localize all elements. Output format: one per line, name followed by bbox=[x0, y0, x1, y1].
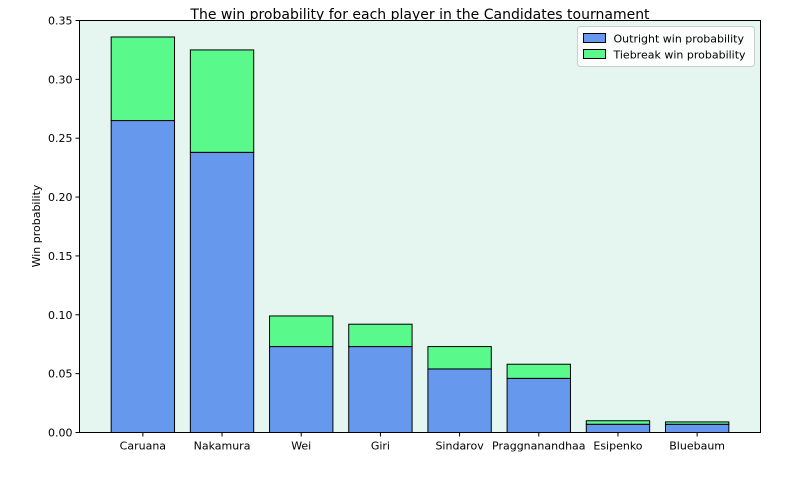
legend-box bbox=[577, 26, 755, 67]
bar-tiebreak bbox=[269, 315, 334, 348]
y-tick-label: 0.20 bbox=[48, 191, 73, 204]
bar-outright bbox=[348, 346, 413, 434]
bar-tiebreak bbox=[506, 363, 571, 379]
bar-tiebreak bbox=[585, 420, 651, 425]
y-tick-label: 0.25 bbox=[48, 132, 73, 145]
bar-outright bbox=[189, 151, 255, 433]
plot-area bbox=[79, 20, 761, 433]
bar-outright bbox=[664, 423, 730, 434]
x-tick-label: Giri bbox=[371, 440, 390, 453]
bar-outright bbox=[110, 120, 176, 433]
chart-title: The win probability for each player in t… bbox=[189, 7, 650, 23]
y-tick-label: 0.05 bbox=[48, 368, 73, 381]
x-tick-label: Praggnanandhaa bbox=[492, 440, 586, 453]
bar-tiebreak bbox=[427, 346, 492, 370]
bar-outright bbox=[427, 368, 492, 433]
x-tick-label: Sindarov bbox=[435, 440, 484, 453]
y-axis-label: Win probability bbox=[30, 184, 43, 267]
legend-label: Outright win probability bbox=[614, 33, 745, 46]
legend-swatch bbox=[583, 33, 606, 43]
y-tick-label: 0.15 bbox=[48, 250, 73, 263]
plot-frame bbox=[79, 20, 761, 433]
y-tick-label: 0.10 bbox=[48, 309, 73, 322]
x-tick-label: Bluebaum bbox=[669, 440, 725, 453]
x-tick-label: Caruana bbox=[120, 440, 166, 453]
bar-tiebreak bbox=[110, 36, 176, 122]
y-tick-label: 0.35 bbox=[48, 15, 73, 28]
bar-outright bbox=[585, 423, 651, 434]
bar-tiebreak bbox=[189, 49, 255, 153]
x-tick-label: Nakamura bbox=[194, 440, 251, 453]
bar-outright bbox=[269, 346, 334, 434]
y-tick-label: 0.30 bbox=[48, 73, 73, 86]
bars-group bbox=[110, 36, 730, 434]
legend-swatch bbox=[583, 49, 606, 59]
x-tick-label: Esipenko bbox=[593, 440, 642, 453]
bar-tiebreak bbox=[348, 323, 413, 348]
y-axis-ticks: 0.00 0.05 0.10 0.15 0.20 0.25 0.30 0.35 bbox=[48, 15, 80, 440]
bar-tiebreak bbox=[664, 421, 730, 425]
y-tick-label: 0.00 bbox=[48, 427, 73, 440]
legend: Outright win probability Tiebreak win pro… bbox=[577, 26, 755, 67]
x-axis-ticks: Caruana Nakamura Wei Giri Sindarov Praggnanan… bbox=[120, 432, 725, 453]
legend-label: Tiebreak win probability bbox=[613, 49, 747, 62]
x-tick-label: Wei bbox=[291, 440, 311, 453]
bar-outright bbox=[506, 377, 571, 434]
